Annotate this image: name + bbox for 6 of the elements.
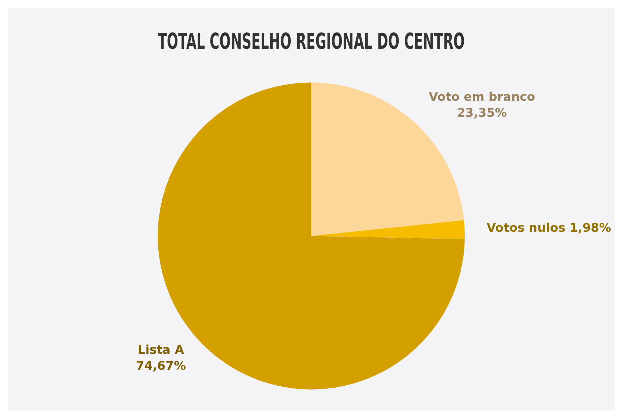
data-label: 74,67%	[136, 359, 186, 374]
slice-label: Votos nulos 1,98%	[486, 221, 612, 236]
slice-label: Voto em branco	[429, 90, 536, 104]
data-label: 23,35%	[457, 106, 508, 120]
slice-label: Lista A	[138, 343, 185, 358]
chart-title: TOTAL CONSELHO REGIONAL DO CENTRO	[158, 30, 465, 55]
